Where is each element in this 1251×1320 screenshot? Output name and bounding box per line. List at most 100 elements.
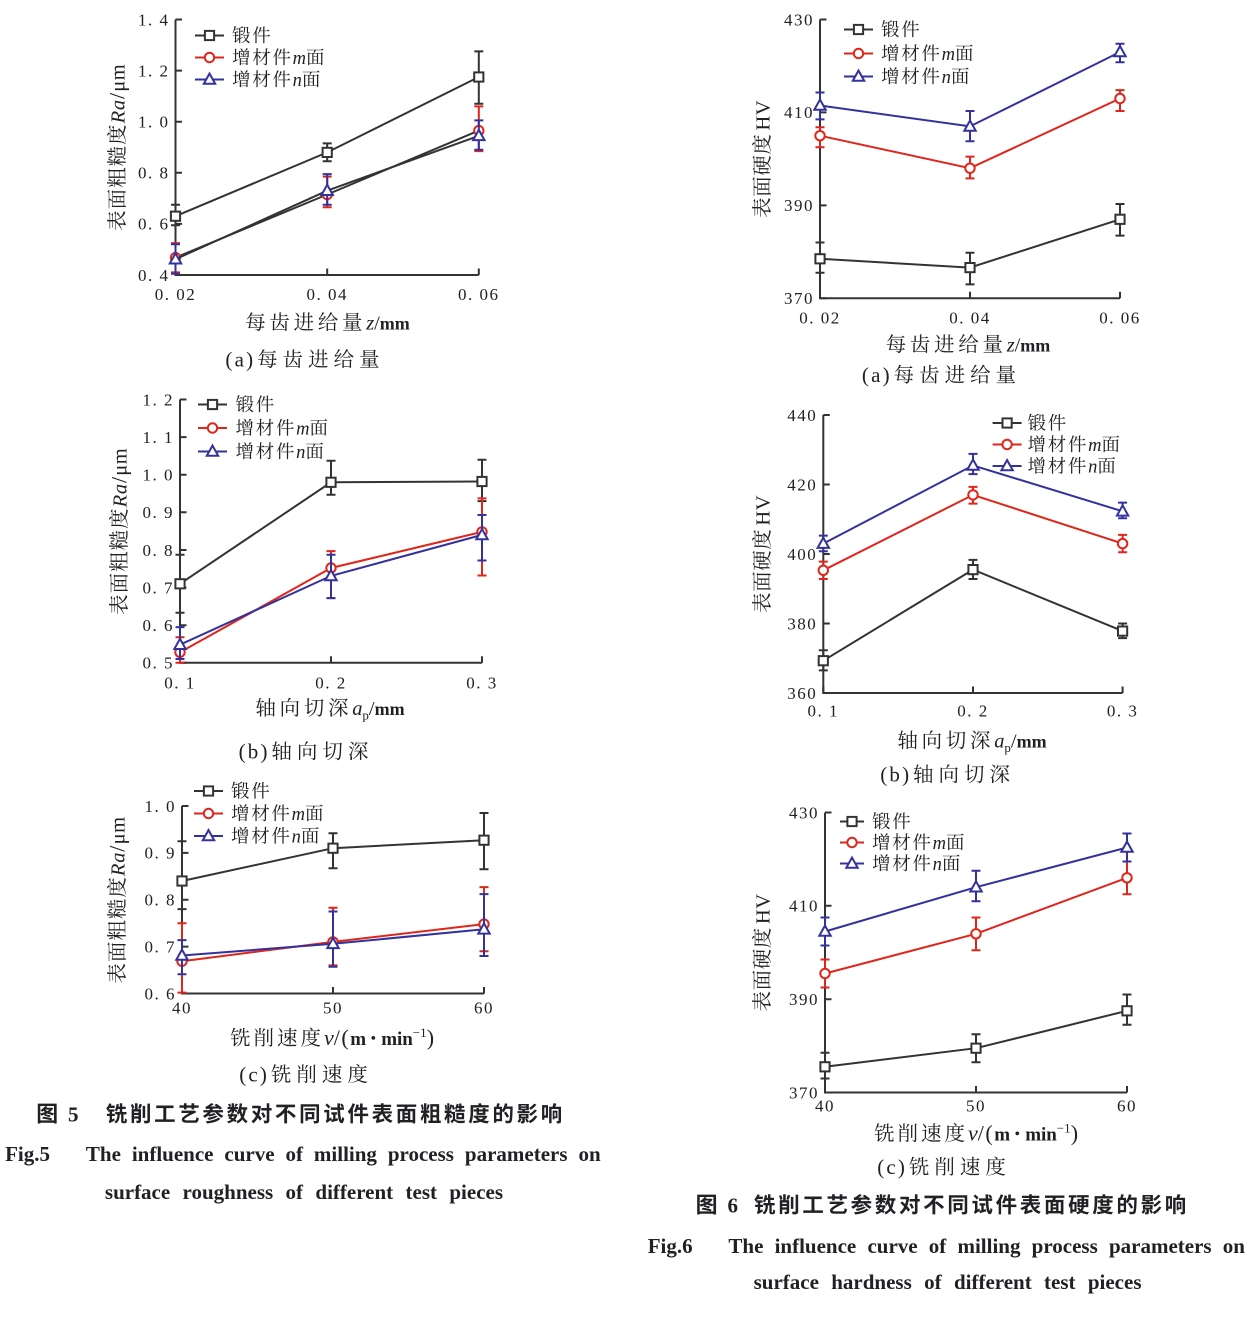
- svg-text:/: /: [106, 476, 131, 483]
- svg-text:370: 370: [789, 1083, 819, 1102]
- svg-text:0. 6: 0. 6: [143, 616, 175, 635]
- svg-text:0. 04: 0. 04: [306, 285, 348, 304]
- svg-text:The influence curve of milling: The influence curve of milling process p…: [728, 1234, 1245, 1258]
- svg-text:0. 9: 0. 9: [143, 503, 175, 522]
- svg-text:(c): (c): [877, 1155, 907, 1179]
- svg-text:1. 1: 1. 1: [143, 428, 175, 447]
- svg-text:(b): (b): [239, 740, 270, 764]
- svg-text:0. 7: 0. 7: [143, 578, 175, 597]
- svg-text:1. 0: 1. 0: [138, 113, 170, 132]
- svg-text:40: 40: [815, 1097, 835, 1116]
- svg-text:−1: −1: [413, 1025, 427, 1040]
- svg-text:m: m: [1088, 436, 1101, 456]
- svg-text:5: 5: [68, 1103, 79, 1127]
- svg-text:p: p: [362, 708, 369, 723]
- svg-text:/: /: [978, 1121, 986, 1146]
- svg-text:50: 50: [966, 1097, 986, 1116]
- svg-text:Ra: Ra: [107, 852, 129, 877]
- svg-text:(c): (c): [239, 1063, 269, 1087]
- svg-text:/: /: [104, 844, 129, 851]
- svg-text:/: /: [369, 698, 375, 720]
- svg-text:m: m: [292, 805, 305, 825]
- svg-text:/: /: [374, 313, 380, 335]
- svg-text:mm: mm: [380, 314, 410, 334]
- svg-text:0. 06: 0. 06: [1099, 309, 1141, 328]
- svg-text:0. 8: 0. 8: [145, 891, 177, 910]
- svg-text:0. 3: 0. 3: [466, 674, 498, 693]
- svg-text:1. 2: 1. 2: [138, 61, 170, 80]
- svg-text:a: a: [352, 698, 362, 720]
- svg-text:n: n: [1088, 457, 1097, 477]
- svg-text:0. 8: 0. 8: [143, 541, 175, 560]
- svg-text:mm: mm: [1017, 732, 1047, 752]
- svg-text:1. 4: 1. 4: [138, 10, 170, 29]
- svg-text:z: z: [1006, 335, 1015, 357]
- svg-text:1. 0: 1. 0: [143, 466, 175, 485]
- svg-text:(a): (a): [225, 348, 255, 372]
- svg-text:/: /: [1011, 731, 1017, 753]
- svg-text:0. 1: 0. 1: [808, 702, 840, 721]
- svg-text:430: 430: [784, 10, 814, 29]
- svg-text:m: m: [942, 45, 955, 65]
- svg-text:μm: μm: [107, 64, 129, 92]
- svg-text:min: min: [1025, 1125, 1057, 1146]
- svg-text:390: 390: [784, 196, 814, 215]
- svg-text:(a): (a): [862, 363, 892, 387]
- svg-text:/: /: [104, 92, 129, 99]
- svg-text:0. 02: 0. 02: [799, 309, 841, 328]
- svg-text:(b): (b): [880, 763, 911, 787]
- svg-text:0. 04: 0. 04: [949, 309, 991, 328]
- svg-text:m: m: [293, 49, 306, 69]
- svg-text:0. 2: 0. 2: [957, 702, 989, 721]
- svg-text:p: p: [1004, 740, 1011, 755]
- svg-text:0. 9: 0. 9: [145, 844, 177, 863]
- svg-text:The influence curve of milling: The influence curve of milling process p…: [86, 1142, 601, 1166]
- svg-text:1. 0: 1. 0: [145, 797, 177, 816]
- svg-text:50: 50: [323, 999, 343, 1018]
- svg-text:40: 40: [172, 999, 192, 1018]
- svg-text:a: a: [994, 731, 1004, 753]
- svg-text:•: •: [366, 1031, 381, 1048]
- svg-text:−1: −1: [1057, 1121, 1071, 1136]
- svg-text:0. 02: 0. 02: [155, 285, 197, 304]
- svg-text:0. 4: 0. 4: [138, 266, 170, 285]
- svg-text:410: 410: [784, 103, 814, 122]
- svg-text:HV: HV: [752, 893, 774, 924]
- svg-text:n: n: [292, 827, 301, 847]
- svg-text:HV: HV: [752, 495, 774, 526]
- svg-text:0. 6: 0. 6: [145, 984, 177, 1003]
- svg-text:n: n: [933, 855, 942, 875]
- svg-text:360: 360: [787, 684, 817, 703]
- svg-text:Ra: Ra: [107, 99, 129, 124]
- svg-text:μm: μm: [107, 816, 129, 844]
- svg-text:v: v: [324, 1025, 334, 1050]
- svg-text:m: m: [933, 834, 946, 854]
- svg-text:0. 3: 0. 3: [1107, 702, 1139, 721]
- svg-text:0. 2: 0. 2: [315, 674, 347, 693]
- svg-text:): ): [427, 1025, 434, 1050]
- svg-text:Fig.5: Fig.5: [5, 1142, 50, 1166]
- svg-text:60: 60: [1117, 1097, 1137, 1116]
- svg-text:370: 370: [784, 289, 814, 308]
- svg-text:m: m: [350, 1029, 366, 1050]
- svg-text:Fig.6: Fig.6: [648, 1234, 693, 1258]
- svg-text:z: z: [365, 313, 374, 335]
- svg-text:surface roughness of different: surface roughness of different test piec…: [105, 1180, 503, 1204]
- svg-text:0. 06: 0. 06: [458, 285, 500, 304]
- svg-text:n: n: [942, 68, 951, 88]
- svg-text:n: n: [296, 443, 305, 463]
- svg-text:0. 6: 0. 6: [138, 215, 170, 234]
- svg-text:mm: mm: [375, 699, 405, 719]
- svg-text:420: 420: [787, 475, 817, 494]
- svg-text:Ra: Ra: [109, 483, 131, 508]
- svg-text:430: 430: [789, 803, 819, 822]
- svg-text:410: 410: [789, 897, 819, 916]
- svg-text:): ): [1071, 1121, 1078, 1146]
- svg-text:•: •: [1010, 1126, 1025, 1143]
- svg-text:0. 8: 0. 8: [138, 164, 170, 183]
- svg-text:390: 390: [789, 990, 819, 1009]
- svg-text:0. 7: 0. 7: [145, 937, 177, 956]
- svg-text:m: m: [296, 419, 309, 439]
- svg-text:(: (: [341, 1025, 350, 1050]
- svg-text:/: /: [334, 1025, 342, 1050]
